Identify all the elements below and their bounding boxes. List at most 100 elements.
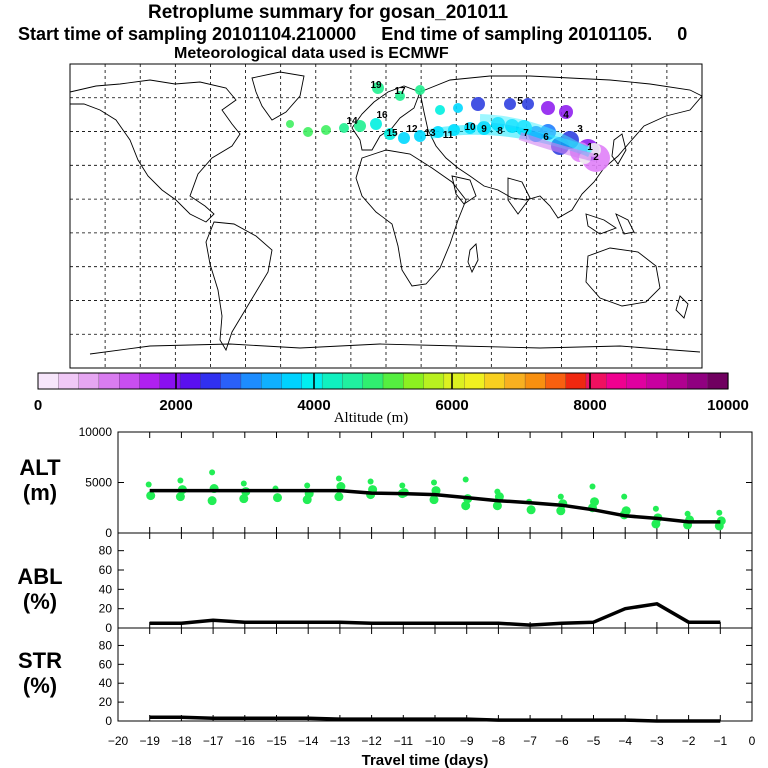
x-tick-label: −13 bbox=[330, 734, 351, 748]
plume-band bbox=[479, 114, 593, 158]
colorbar-swatch bbox=[382, 372, 404, 390]
y-tick-label: 20 bbox=[99, 602, 113, 616]
colorbar-swatch bbox=[321, 372, 344, 390]
panel-label-unit: (%) bbox=[23, 673, 57, 698]
time-series-panels: ALT(m)0500010000ABL(%)020406080STR(%)020… bbox=[17, 425, 755, 768]
particle-point bbox=[589, 483, 596, 490]
particle-point bbox=[651, 519, 661, 529]
particle-point bbox=[336, 482, 346, 492]
particle-point bbox=[684, 510, 691, 517]
particle-point bbox=[209, 469, 216, 476]
y-tick-label: 40 bbox=[99, 676, 113, 690]
plume-particle bbox=[354, 120, 366, 132]
colorbar-swatch bbox=[687, 372, 709, 390]
plume-particle bbox=[453, 103, 463, 113]
plume-particle bbox=[522, 98, 534, 110]
x-tick-label: −16 bbox=[235, 734, 256, 748]
particle-point bbox=[526, 505, 536, 515]
particle-point bbox=[399, 482, 406, 489]
x-tick-label: −5 bbox=[587, 734, 601, 748]
coastlines bbox=[69, 71, 703, 355]
met-data-source: Meteorological data used is ECMWF bbox=[174, 45, 449, 62]
plume-particle bbox=[370, 118, 382, 130]
plume-day-number: 7 bbox=[523, 128, 529, 139]
x-tick-label: −17 bbox=[203, 734, 224, 748]
figure-title: Retroplume summary for gosan_201011 bbox=[148, 2, 509, 23]
colorbar-tick-label: 2000 bbox=[159, 397, 192, 414]
y-tick-label: 0 bbox=[105, 714, 112, 728]
particle-point bbox=[431, 479, 437, 486]
panel-label-unit: (m) bbox=[23, 480, 57, 505]
particle-point bbox=[652, 505, 659, 512]
particle-point bbox=[556, 506, 566, 516]
y-tick-label: 60 bbox=[99, 657, 113, 671]
series-line-stratospheric-fraction bbox=[149, 715, 721, 723]
particle-point bbox=[335, 475, 342, 482]
x-tick-label: −15 bbox=[266, 734, 287, 748]
x-tick-label: −14 bbox=[298, 734, 319, 748]
particle-point bbox=[145, 481, 152, 488]
x-tick-label: −12 bbox=[361, 734, 382, 748]
x-axis-title: Travel time (days) bbox=[362, 752, 489, 768]
particle-point bbox=[492, 501, 502, 511]
colorbar-swatch bbox=[37, 372, 59, 390]
panel-frame bbox=[117, 532, 753, 629]
y-tick-label: 0 bbox=[105, 526, 112, 540]
x-tick-label: −19 bbox=[140, 734, 161, 748]
particle-point bbox=[429, 495, 439, 505]
plume-day-number: 17 bbox=[394, 86, 406, 97]
colorbar-swatch bbox=[666, 372, 689, 390]
x-tick-label: −18 bbox=[171, 734, 192, 748]
plume-day-number: 11 bbox=[443, 130, 454, 141]
colorbar-swatch bbox=[545, 372, 567, 390]
particle-point bbox=[146, 491, 156, 501]
particle-point bbox=[334, 492, 344, 502]
colorbar-swatch bbox=[484, 372, 506, 390]
x-tick-label: −8 bbox=[492, 734, 506, 748]
y-tick-label: 20 bbox=[99, 695, 113, 709]
plume-particle bbox=[321, 125, 331, 135]
retroplume-trajectory bbox=[286, 82, 610, 172]
plume-day-number: 12 bbox=[406, 124, 418, 135]
particle-point bbox=[716, 509, 723, 516]
colorbar-swatch bbox=[585, 372, 607, 390]
plume-day-number: 9 bbox=[481, 124, 487, 135]
y-tick-label: 10000 bbox=[79, 425, 113, 439]
plume-particle bbox=[504, 98, 516, 110]
y-tick-label: 40 bbox=[99, 582, 113, 596]
colorbar-swatch bbox=[261, 372, 283, 390]
panel-alt: ALT(m) 0 5000 10000 bbox=[19, 425, 753, 540]
colorbar-swatch bbox=[524, 372, 547, 390]
particle-point bbox=[302, 495, 312, 505]
colorbar-swatch bbox=[342, 372, 364, 390]
plume-particle bbox=[414, 130, 426, 142]
plume-particle bbox=[372, 82, 384, 94]
x-tick-label: −2 bbox=[682, 734, 696, 748]
particle-point bbox=[714, 521, 724, 531]
plume-particle bbox=[541, 101, 555, 115]
plume-day-number: 19 bbox=[370, 80, 382, 91]
colorbar-swatch bbox=[646, 372, 668, 390]
colorbar-tick-label: 10000 bbox=[707, 397, 749, 414]
plume-particle bbox=[471, 97, 485, 111]
colorbar-swatch bbox=[139, 372, 161, 390]
colorbar-frame bbox=[37, 372, 729, 390]
particle-point bbox=[304, 482, 311, 489]
plume-day-number: 3 bbox=[577, 124, 583, 135]
plume-particle bbox=[435, 105, 445, 115]
colorbar-tick-label: 0 bbox=[34, 397, 42, 414]
plume-day-number: 2 bbox=[593, 152, 599, 163]
plume-particle bbox=[286, 120, 294, 128]
colorbar-swatch bbox=[98, 372, 120, 390]
particle-point bbox=[462, 476, 469, 483]
particle-point bbox=[557, 493, 564, 500]
colorbar-tick-label: 8000 bbox=[573, 397, 606, 414]
x-tick-label: −3 bbox=[650, 734, 664, 748]
plume-day-number: 10 bbox=[464, 122, 476, 133]
particle-point bbox=[177, 477, 184, 484]
x-tick-label: −6 bbox=[555, 734, 569, 748]
colorbar-swatch bbox=[119, 372, 141, 390]
plume-day-number: 14 bbox=[346, 116, 358, 127]
colorbar-swatch bbox=[464, 372, 486, 390]
